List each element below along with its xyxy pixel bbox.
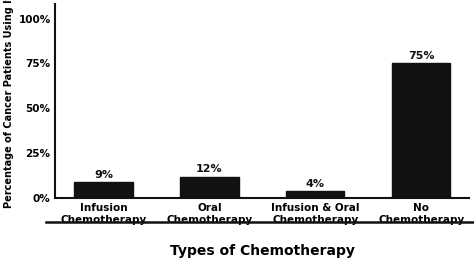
Bar bbox=[392, 63, 450, 198]
Bar bbox=[286, 191, 345, 198]
X-axis label: Types of Chemotherapy: Types of Chemotherapy bbox=[170, 244, 355, 258]
Text: 9%: 9% bbox=[94, 170, 113, 180]
Bar bbox=[74, 182, 133, 198]
Text: 75%: 75% bbox=[408, 51, 435, 61]
Y-axis label: Percentage of Cancer Patients Using It: Percentage of Cancer Patients Using It bbox=[4, 0, 14, 208]
Text: 4%: 4% bbox=[306, 179, 325, 189]
Text: 12%: 12% bbox=[196, 164, 223, 174]
Bar bbox=[180, 177, 238, 198]
